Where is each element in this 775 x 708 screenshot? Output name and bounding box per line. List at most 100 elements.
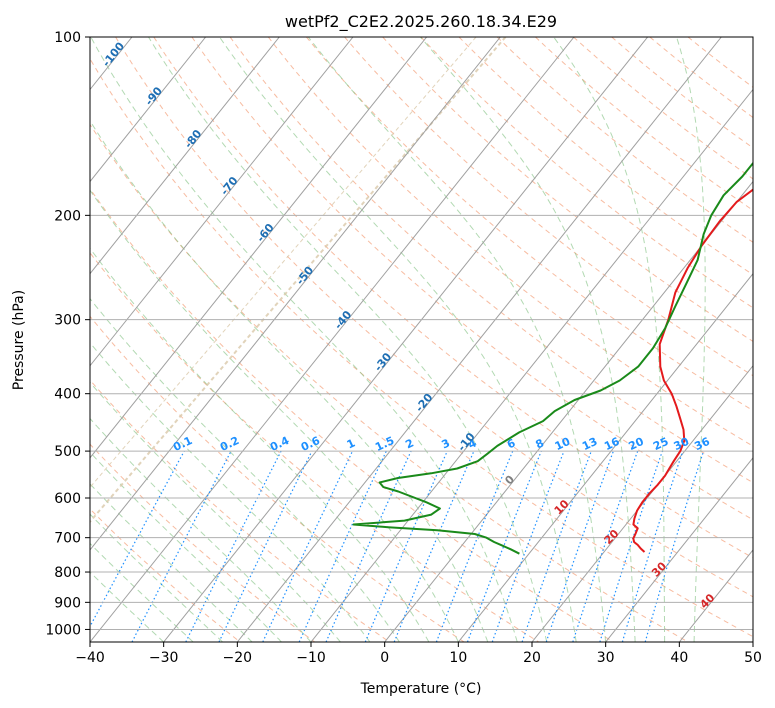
dry-adiabat (90, 315, 465, 642)
y-axis-ticks: 100 200 300 400 500 600 700 800 900 1000 (45, 30, 90, 638)
y-tick-label: 800 (54, 565, 81, 581)
moist-adiabat (90, 571, 165, 642)
y-tick-label: 300 (54, 313, 81, 329)
isotherm (310, 88, 753, 642)
mixing-ratio-label: 25 (651, 435, 670, 453)
moist-adiabat (420, 37, 636, 642)
mixing-ratio-label: 8 (534, 436, 546, 451)
mixing-ratio-line (491, 450, 565, 642)
moist-adiabat (90, 417, 312, 642)
isotherm (90, 37, 501, 551)
mixing-ratio-line (325, 450, 412, 642)
mixing-ratio-label: 1 (345, 436, 357, 451)
plot-frame (89, 36, 754, 643)
frost-curve (90, 37, 477, 489)
dry-adiabat (191, 37, 753, 521)
mixing-ratio-line (364, 450, 448, 642)
isotherm (90, 37, 280, 275)
isotherm (90, 37, 575, 642)
x-tick-label: −40 (75, 650, 105, 666)
mixing-ratio-line (185, 450, 282, 642)
mixing-ratio-label: 30 (672, 435, 692, 453)
isotherm (384, 180, 753, 642)
series-layer (352, 161, 753, 555)
moist-adiabat-label: 0 (502, 473, 517, 488)
x-axis-label: Temperature (°C) (360, 681, 482, 697)
mixing-ratio-line (644, 450, 705, 642)
moist-adiabat (90, 542, 194, 642)
moist-adiabat (90, 37, 518, 642)
x-axis-ticks: −40 −30 −20 −10 0 10 20 30 40 50 (75, 642, 762, 666)
dry-adiabat (90, 443, 315, 642)
y-tick-label: 500 (54, 444, 81, 460)
moist-adiabat (90, 513, 223, 642)
moist-adiabat (219, 37, 577, 642)
isotherm (605, 457, 753, 642)
dry-adiabat (306, 37, 753, 412)
background-lines (0, 37, 753, 642)
mixing-ratio-label: 16 (602, 435, 622, 453)
x-tick-label: 10 (449, 650, 467, 666)
isotherm (0, 37, 58, 642)
dry-adiabat (535, 37, 753, 211)
moist-adiabat (90, 189, 459, 642)
dry-adiabat (90, 57, 753, 638)
mixing-ratio-label: 10 (553, 435, 573, 453)
isotherm-label: -30 (372, 350, 395, 374)
dry-adiabat (611, 37, 753, 149)
y-tick-label: 600 (54, 491, 81, 507)
x-tick-label: −30 (149, 650, 179, 666)
moist-adiabat (90, 247, 430, 642)
mixing-ratio-line (599, 450, 663, 642)
moist-adiabat (307, 37, 607, 642)
moist-adiabat-label: 20 (602, 527, 622, 547)
isotherm-label: -100 (100, 40, 128, 70)
mixing-ratio-label: 13 (580, 435, 599, 453)
dry-adiabat (458, 37, 753, 276)
moist-adiabat (90, 483, 253, 642)
dewpoint-profile (352, 161, 753, 555)
mixing-ratio-line (572, 450, 639, 642)
dry-adiabat (649, 37, 753, 119)
mixing-ratio-line (435, 450, 514, 642)
x-tick-label: 30 (597, 650, 615, 666)
moist-adiabat (90, 451, 282, 642)
chart-title: wetPf2_C2E2.2025.260.18.34.E29 (285, 12, 557, 32)
isotherm-label: -20 (413, 391, 436, 415)
y-tick-label: 400 (54, 387, 81, 403)
isotherm (90, 37, 428, 459)
dry-adiabat (90, 252, 540, 642)
moist-adiabat (90, 119, 489, 642)
x-tick-label: 20 (523, 650, 541, 666)
mixing-ratio-line (218, 450, 313, 642)
pressure-grid (90, 37, 753, 630)
moist-adiabat-label: 30 (649, 559, 669, 579)
y-tick-label: 100 (54, 30, 81, 46)
y-tick-label: 900 (54, 595, 81, 611)
mixing-ratio-label: 6 (505, 436, 518, 451)
mixing-ratio-line (90, 450, 185, 628)
temperature-profile (632, 188, 753, 553)
mixing-ratio-line (521, 450, 592, 642)
isotherm-label: -80 (182, 127, 205, 151)
moist-adiabat (90, 297, 400, 642)
moist-adiabat (148, 37, 548, 642)
y-axis-label: Pressure (hPa) (11, 290, 27, 390)
dry-adiabat (229, 37, 753, 484)
isotherm (457, 272, 753, 642)
mixing-ratio-label: 2 (403, 436, 415, 451)
x-tick-label: 50 (744, 650, 762, 666)
isotherm (90, 37, 354, 367)
isotherm (678, 549, 753, 642)
mixing-ratio-label: 36 (692, 435, 712, 453)
dry-adiabat (267, 37, 753, 447)
moist-adiabat (553, 37, 666, 642)
mixing-ratio-line (298, 450, 387, 642)
dry-adiabat (153, 37, 753, 559)
isotherm (752, 641, 753, 642)
isotherm-label: -10 (455, 430, 478, 454)
dry-adiabat (344, 37, 753, 377)
dry-adiabat (382, 37, 753, 342)
x-tick-label: −10 (296, 650, 326, 666)
dry-adiabat (90, 188, 614, 642)
